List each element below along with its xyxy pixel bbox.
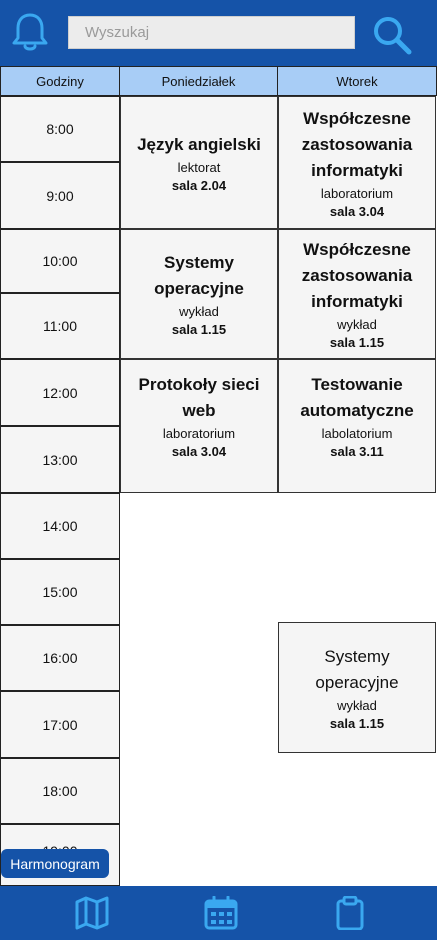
event-title: Systemy operacyjne [315, 646, 399, 692]
event-card[interactable]: Współczesne zastosowania informatyki wyk… [278, 229, 436, 359]
harmonogram-button[interactable]: Harmonogram [1, 849, 109, 878]
hour-cell: 18:00 [0, 758, 120, 824]
hours-column-header: Godziny [0, 66, 120, 96]
event-type: wykład [337, 317, 377, 332]
event-type: lektorat [177, 159, 221, 175]
search-field[interactable] [68, 16, 355, 49]
hour-label: 15:00 [42, 584, 78, 600]
clipboard-icon[interactable] [333, 895, 367, 931]
day-header-tuesday: Wtorek [278, 66, 437, 96]
bottom-nav-bar [0, 886, 437, 940]
hour-label: 9:00 [46, 187, 74, 204]
hour-cell: 9:00 [0, 162, 120, 229]
event-room: sala 3.11 [330, 444, 384, 459]
event-room: sala 3.04 [171, 444, 227, 459]
hour-cell: 11:00 [0, 293, 120, 359]
event-card[interactable]: Współczesne zastosowania informatyki lab… [278, 96, 436, 229]
hour-label: 13:00 [42, 451, 78, 468]
event-title: Systemy operacyjne [154, 253, 244, 298]
event-card[interactable]: Systemy operacyjne wykład sala 1.15 [120, 229, 278, 359]
calendar-icon[interactable] [204, 895, 238, 930]
event-title: Testowanie automatyczne [300, 375, 414, 420]
event-title: Protokoły sieci web [138, 375, 260, 420]
event-type: wykład [337, 697, 377, 713]
event-card[interactable]: Protokoły sieci web laboratorium sala 3.… [120, 359, 278, 493]
event-title: Współczesne zastosowania informatyki [301, 240, 413, 311]
hour-label: 17:00 [42, 716, 78, 733]
event-card[interactable]: Systemy operacyjne wykład sala 1.15 [278, 622, 436, 753]
event-room: sala 2.04 [171, 177, 227, 193]
search-input[interactable] [69, 17, 354, 48]
event-title: Współczesne zastosowania informatyki [301, 108, 413, 180]
hour-cell: 12:00 [0, 359, 120, 426]
bell-icon[interactable] [10, 11, 50, 53]
hour-cell: 13:00 [0, 426, 120, 493]
event-type: laboratorium [162, 426, 236, 441]
event-room: sala 1.15 [329, 335, 385, 350]
hour-cell: 17:00 [0, 691, 120, 758]
hour-cell: 8:00 [0, 96, 120, 162]
map-icon[interactable] [75, 896, 109, 930]
event-type: wykład [179, 304, 219, 319]
hour-label: 14:00 [42, 518, 78, 534]
event-room: sala 3.04 [329, 203, 385, 219]
day-header-monday: Poniedziałek [120, 66, 278, 96]
search-icon[interactable] [372, 15, 412, 55]
event-room: sala 1.15 [171, 322, 227, 337]
hour-label: 11:00 [43, 318, 77, 334]
hour-label: 16:00 [42, 650, 78, 666]
hour-label: 10:00 [42, 253, 78, 269]
event-card[interactable]: Testowanie automatyczne labolatorium sal… [278, 359, 436, 493]
event-title: Język angielski [137, 134, 261, 154]
event-card[interactable]: Język angielski lektorat sala 2.04 [120, 96, 278, 229]
hour-label: 18:00 [42, 783, 78, 799]
hour-cell: 14:00 [0, 493, 120, 559]
hour-label: 12:00 [42, 384, 78, 401]
event-type: labolatorium [321, 426, 393, 441]
hour-label: 8:00 [46, 121, 74, 137]
event-room: sala 1.15 [329, 715, 385, 731]
top-bar [0, 0, 437, 66]
hour-cell: 16:00 [0, 625, 120, 691]
event-type: laboratorium [320, 185, 394, 201]
hour-cell: 10:00 [0, 229, 120, 293]
hour-cell: 15:00 [0, 559, 120, 625]
